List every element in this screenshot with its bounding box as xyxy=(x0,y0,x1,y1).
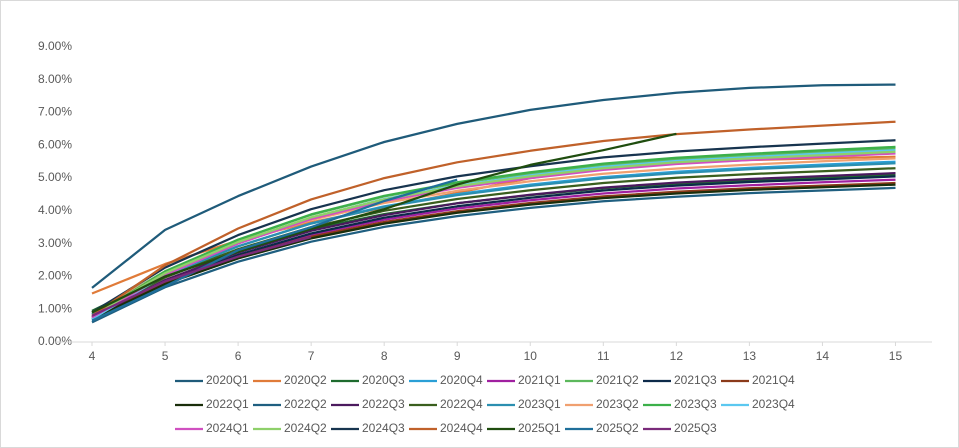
legend-label: 2021Q3 xyxy=(674,373,717,387)
legend-label: 2022Q2 xyxy=(284,397,327,411)
x-tick-label: 4 xyxy=(89,349,96,363)
y-tick-label: 8.00% xyxy=(38,72,72,86)
y-tick-label: 7.00% xyxy=(38,105,72,119)
y-tick-label: 6.00% xyxy=(38,137,72,151)
x-tick-label: 13 xyxy=(743,349,757,363)
x-tick-label: 9 xyxy=(454,349,461,363)
x-tick-label: 7 xyxy=(308,349,315,363)
series-line xyxy=(91,175,896,321)
legend-label: 2022Q1 xyxy=(206,397,249,411)
legend-label: 2022Q4 xyxy=(440,397,483,411)
series-line xyxy=(91,132,677,314)
x-tick-label: 10 xyxy=(524,349,538,363)
x-tick-label: 8 xyxy=(381,349,388,363)
y-tick-label: 3.00% xyxy=(38,236,72,250)
legend-label: 2024Q2 xyxy=(284,421,327,435)
legend-label: 2023Q3 xyxy=(674,397,717,411)
legend-label: 2024Q1 xyxy=(206,421,249,435)
legend-label: 2021Q4 xyxy=(752,373,795,387)
series-line xyxy=(91,150,896,317)
x-tick-label: 6 xyxy=(235,349,242,363)
legend-label: 2025Q3 xyxy=(674,421,717,435)
legend-label: 2022Q3 xyxy=(362,397,405,411)
y-tick-label: 1.00% xyxy=(38,301,72,315)
legend-label: 2021Q2 xyxy=(596,373,639,387)
series-line xyxy=(91,186,896,324)
legend-label: 2021Q1 xyxy=(518,373,561,387)
series-line xyxy=(91,236,312,317)
series-line xyxy=(91,178,458,322)
legend-label: 2020Q4 xyxy=(440,373,483,387)
legend-label: 2023Q2 xyxy=(596,397,639,411)
legend-label: 2020Q3 xyxy=(362,373,405,387)
series-line xyxy=(91,167,896,317)
series-line xyxy=(91,83,896,289)
legend-label: 2023Q4 xyxy=(752,397,795,411)
legend-label: 2025Q2 xyxy=(596,421,639,435)
legend-label: 2025Q1 xyxy=(518,421,561,435)
y-tick-label: 0.00% xyxy=(38,334,72,348)
x-tick-label: 5 xyxy=(162,349,169,363)
series-line xyxy=(91,139,896,314)
x-tick-label: 11 xyxy=(597,349,610,363)
x-tick-label: 12 xyxy=(670,349,684,363)
legend-label: 2024Q3 xyxy=(362,421,405,435)
series-line xyxy=(91,145,896,317)
legend-label: 2024Q4 xyxy=(440,421,483,435)
legend-label: 2023Q1 xyxy=(518,397,561,411)
legend-label: 2020Q1 xyxy=(206,373,249,387)
series-line xyxy=(91,120,896,317)
y-tick-label: 5.00% xyxy=(38,170,72,184)
series-line xyxy=(91,162,896,316)
legend-label: 2020Q2 xyxy=(284,373,327,387)
y-tick-label: 2.00% xyxy=(38,269,72,283)
y-tick-label: 4.00% xyxy=(38,203,72,217)
series-line xyxy=(91,183,896,321)
series-line xyxy=(91,152,896,319)
x-tick-label: 14 xyxy=(816,349,830,363)
y-tick-label: 9.00% xyxy=(38,39,72,53)
x-tick-label: 15 xyxy=(889,349,903,363)
